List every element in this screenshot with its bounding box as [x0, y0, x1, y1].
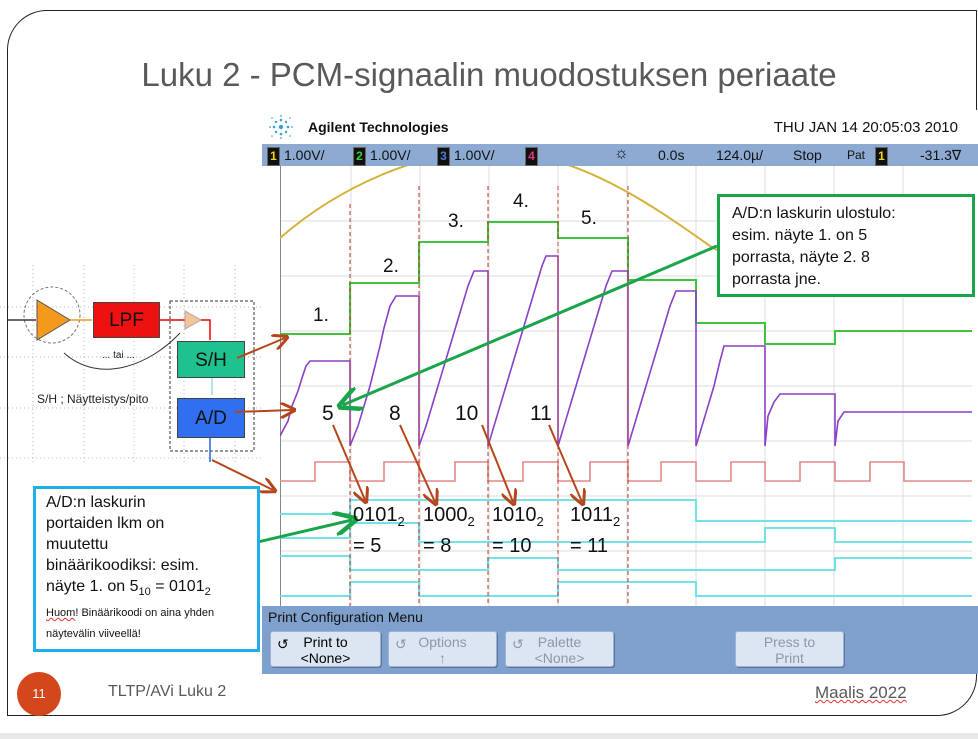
trigger-level: -31.3∇ — [920, 147, 962, 163]
press-to-print-button[interactable]: Press to Print — [735, 631, 844, 667]
pcm-block-diagram: LPF S/H A/D ... tai ... S/H ; Näytteisty… — [0, 265, 262, 465]
example-line: näyte 1. on 510 = 01012 — [46, 578, 211, 599]
scope-brand: Agilent Technologies — [308, 119, 449, 135]
binary-code-4: 10112 = 11 — [570, 504, 621, 557]
channel-3-badge: 3 — [437, 147, 450, 166]
slide-title: Luku 2 - PCM-signaalin muodostuksen peri… — [141, 56, 837, 93]
channel-1-badge: 1 — [267, 147, 280, 166]
menu-title: Print Configuration Menu — [268, 609, 423, 625]
channel-2-scale: 1.00V/ — [370, 147, 411, 163]
sample-label-1: 1. — [313, 305, 329, 326]
counter-output-note: A/D:n laskurin ulostulo: esim. näyte 1. … — [717, 194, 975, 297]
time-scale: 124.0µ/ — [716, 147, 763, 163]
or-label: ... tai ... — [102, 350, 135, 361]
binary-code-2: 10002 = 8 — [423, 504, 475, 557]
lpf-block: LPF — [93, 302, 160, 338]
ad-converter-block: A/D — [177, 398, 245, 438]
step-count-4: 11 — [530, 402, 552, 425]
rotate-icon: ↺ — [277, 636, 289, 652]
sample-label-2: 2. — [383, 256, 399, 277]
palette-button[interactable]: ↺ Palette <None> — [505, 631, 614, 667]
agilent-spark-icon — [269, 115, 293, 139]
options-button[interactable]: ↺ Options ↑ — [388, 631, 497, 667]
channel-1-scale: 1.00V/ — [284, 147, 325, 163]
step-count-1: 5 — [322, 402, 334, 425]
channel-2-status: 2 1.00V/ — [350, 147, 410, 166]
print-configuration-menu: Print Configuration Menu ↺ Print to <Non… — [262, 606, 978, 674]
page-number-badge: 11 — [17, 672, 61, 716]
sample-label-3: 3. — [448, 211, 464, 232]
channel-4-badge: 4 — [525, 147, 538, 166]
rotate-icon: ↺ — [512, 636, 524, 652]
sample-hold-block: S/H — [177, 341, 245, 378]
channel-3-scale: 1.00V/ — [454, 147, 495, 163]
channel-4-status: 4 — [522, 147, 542, 166]
rotate-icon: ↺ — [395, 636, 407, 652]
up-arrow-icon: ↑ — [439, 650, 446, 666]
trigger-mode: Pat — [847, 148, 866, 162]
sample-label-5: 5. — [581, 208, 597, 229]
run-state: Stop — [793, 147, 822, 163]
footer-date: Maalis 2022 — [815, 683, 907, 702]
print-to-button[interactable]: ↺ Print to <None> — [270, 631, 381, 667]
footer-course: TLTP/AVi Luku 2 — [108, 683, 227, 700]
binary-code-1: 01012 = 5 — [353, 504, 405, 557]
channel-2-badge: 2 — [353, 147, 366, 166]
trigger-source: 1 — [872, 147, 892, 166]
sample-label-4: 4. — [513, 191, 529, 212]
step-count-3: 10 — [455, 402, 479, 425]
binary-code-note: A/D:n laskurin portaiden lkm on muutettu… — [33, 486, 260, 652]
sh-caption: S/H ; Näytteistys/pito — [37, 392, 149, 406]
scope-datetime: THU JAN 14 20:05:03 2010 — [773, 119, 958, 136]
amplifier-icon — [36, 299, 71, 341]
step-count-2: 8 — [389, 402, 401, 425]
time-offset: 0.0s — [658, 147, 685, 163]
huom-note: Huom! Binäärikoodi on aina yhden — [46, 607, 215, 620]
scope-header: Agilent Technologies THU JAN 14 20:05:03… — [262, 110, 978, 144]
channel-3-status: 3 1.00V/ — [434, 147, 494, 166]
scope-status-bar: 1 1.00V/ 2 1.00V/ 3 1.00V/ 4 ☼ 0.0s 124.0µ/… — [262, 144, 978, 166]
sun-icon: ☼ — [614, 145, 629, 162]
channel-1-status: 1 1.00V/ — [264, 147, 324, 166]
binary-code-3: 10102 = 10 — [492, 504, 544, 557]
